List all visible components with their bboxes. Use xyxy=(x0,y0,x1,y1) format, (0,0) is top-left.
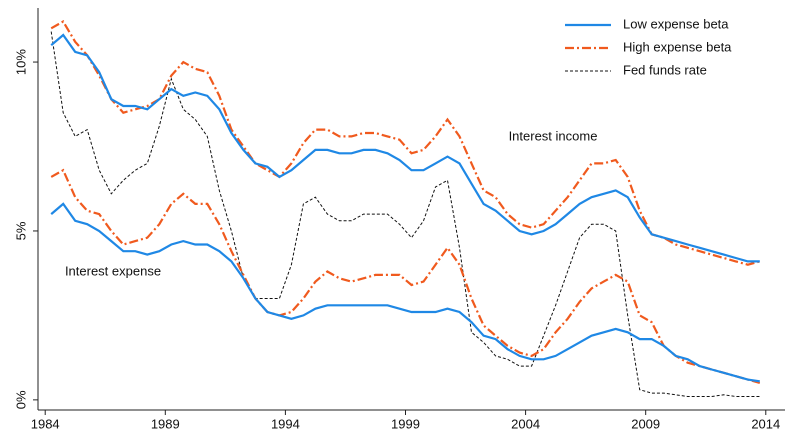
y-tick-label: 5% xyxy=(13,221,28,240)
line xyxy=(50,202,760,383)
x-tick-label: 1984 xyxy=(31,416,60,431)
legend-label: High expense beta xyxy=(623,39,732,54)
annotation: Interest expense xyxy=(65,263,161,278)
x-tick-label: 2014 xyxy=(751,416,780,431)
line xyxy=(50,31,760,397)
x-tick-label: 1994 xyxy=(271,416,300,431)
x-tick-label: 1999 xyxy=(391,416,420,431)
x-tick-label: 1989 xyxy=(151,416,180,431)
line xyxy=(50,20,761,266)
annotation: Interest income xyxy=(509,128,598,143)
legend-label: Fed funds rate xyxy=(623,62,707,77)
line xyxy=(50,33,760,263)
y-tick-label: 0% xyxy=(13,390,28,409)
x-tick-label: 2009 xyxy=(631,416,660,431)
y-tick-label: 10% xyxy=(13,49,28,75)
line xyxy=(50,168,761,385)
x-tick-label: 2004 xyxy=(511,416,540,431)
legend-label: Low expense beta xyxy=(623,16,729,31)
